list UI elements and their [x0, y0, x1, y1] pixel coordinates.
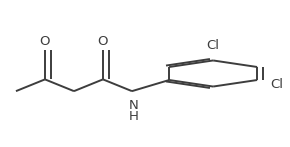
Text: Cl: Cl — [207, 39, 220, 52]
Text: O: O — [98, 35, 108, 48]
Text: O: O — [40, 35, 50, 48]
Text: N: N — [128, 99, 138, 112]
Text: H: H — [128, 110, 138, 123]
Text: Cl: Cl — [270, 78, 283, 91]
